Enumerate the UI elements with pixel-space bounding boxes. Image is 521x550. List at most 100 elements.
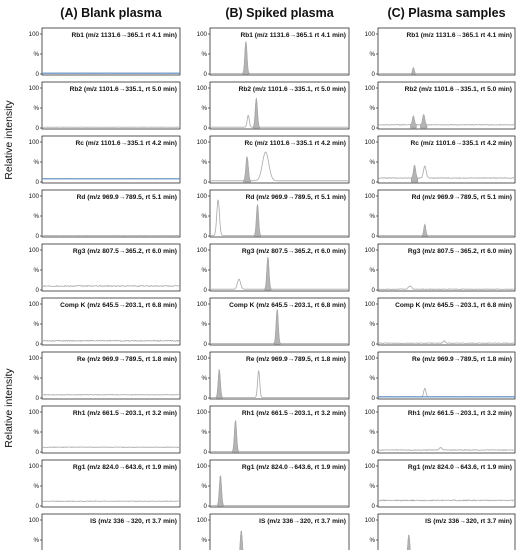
y-tick-100: 100 [365, 85, 376, 92]
trace-line [41, 500, 181, 503]
y-tick-percent: % [201, 267, 207, 274]
trace-line [377, 499, 516, 502]
panel-frame [41, 297, 181, 346]
trace-label: Rd (m/z 969.9→789.5, rt 5.1 min) [412, 194, 512, 201]
panel-frame [377, 405, 516, 454]
trace-label: Rg3 (m/z 807.5→365.2, rt 6.0 min) [242, 248, 346, 255]
panel-frame [209, 135, 350, 184]
panel-frame [377, 81, 516, 130]
y-tick-percent: % [201, 483, 207, 490]
panel-rb2-col0: 100% 0 Rb2 (m/z 1101.6→335.1, rt 5.0 min) [29, 81, 181, 132]
y-tick-100: 100 [197, 193, 208, 200]
panel-frame [209, 81, 350, 130]
y-tick-percent: % [369, 105, 375, 112]
panel-rc-col0: 100% 0 Rc (m/z 1101.6→335.1 rt 4.2 min) [29, 135, 181, 186]
panel-rg3-col1: 100% 0 Rg3 (m/z 807.5→365.2, rt 6.0 min) [197, 243, 350, 294]
y-tick-100: 100 [29, 31, 40, 38]
trace-label: IS (m/z 336→320, rt 3.7 min) [259, 518, 346, 525]
y-tick-percent: % [201, 321, 207, 328]
y-tick-0: 0 [204, 71, 208, 78]
trace-line [210, 420, 349, 452]
panel-rd-col1: 100% 0 Rd (m/z 969.9→789.5, rt 5.1 min) [197, 189, 350, 240]
y-tick-percent: % [33, 267, 39, 274]
panel-frame [41, 459, 181, 508]
y-tick-100: 100 [29, 517, 40, 524]
y-tick-100: 100 [197, 355, 208, 362]
column-title-1: (B) Spiked plasma [225, 6, 334, 20]
y-tick-percent: % [33, 429, 39, 436]
trace-line [377, 164, 516, 179]
panel-frame [41, 513, 181, 550]
y-axis-label-bottom: Relative intensity [3, 368, 15, 448]
y-tick-percent: % [33, 321, 39, 328]
trace-label: Rh1 (m/z 661.5→203.1, rt 3.2 min) [408, 410, 512, 417]
panel-frame [377, 189, 516, 238]
trace-label: Comp K (m/z 645.5→203.1, rt 6.8 min) [229, 302, 346, 309]
y-tick-100: 100 [29, 85, 40, 92]
panel-frame [377, 351, 516, 400]
panel-frame [209, 27, 350, 76]
panel-comp-k-col0: 100% 0 Comp K (m/z 645.5→203.1, rt 6.8 min… [29, 297, 181, 348]
y-tick-100: 100 [197, 247, 208, 254]
y-tick-100: 100 [29, 139, 40, 146]
panel-frame [209, 513, 350, 550]
y-tick-0: 0 [204, 395, 208, 402]
panel-rc-col1: 100% 0 Rc (m/z 1101.6→335.1 rt 4.2 min) [197, 135, 350, 186]
y-tick-0: 0 [36, 71, 40, 78]
y-tick-100: 100 [29, 463, 40, 470]
panel-is-col1: 100%0IS (m/z 336→320, rt 3.7 min) [197, 513, 350, 550]
panel-rh1-col2: 100% 0 Rh1 (m/z 661.5→203.1, rt 3.2 min) [365, 405, 516, 456]
trace-label: Re (m/z 969.9→789.5, rt 1.8 min) [77, 356, 177, 363]
panel-rg3-col2: 100% 0 Rg3 (m/z 807.5→365.2, rt 6.0 min) [365, 243, 516, 294]
panel-rb2-col2: 100% 0 Rb2 (m/z 1101.6→335.1, rt 5.0 min) [365, 81, 516, 132]
column-title-0: (A) Blank plasma [60, 6, 162, 20]
panel-rc-col2: 100% 0 Rc (m/z 1101.6→335.1 rt 4.2 min) [365, 135, 516, 186]
y-tick-0: 0 [372, 341, 376, 348]
panel-frame [209, 405, 350, 454]
y-tick-percent: % [201, 375, 207, 382]
y-tick-100: 100 [365, 31, 376, 38]
y-tick-0: 0 [372, 287, 376, 294]
trace-line [377, 285, 516, 291]
y-tick-percent: % [369, 375, 375, 382]
panel-frame [209, 351, 350, 400]
panel-frame [41, 405, 181, 454]
trace-label: Rg3 (m/z 807.5→365.2, rt 6.0 min) [408, 248, 512, 255]
trace-label: IS (m/z 336→320, rt 3.7 min) [90, 518, 177, 525]
trace-label: Rd (m/z 969.9→789.5, rt 5.1 min) [77, 194, 177, 201]
panel-rh1-col1: 100% 0 Rh1 (m/z 661.5→203.1, rt 3.2 min) [197, 405, 350, 456]
y-tick-percent: % [201, 429, 207, 436]
y-tick-percent: % [369, 51, 375, 58]
y-tick-0: 0 [36, 233, 40, 240]
panel-frame [41, 135, 181, 184]
y-tick-0: 0 [36, 125, 40, 132]
y-tick-percent: % [369, 429, 375, 436]
trace-line [41, 339, 181, 342]
y-tick-0: 0 [36, 503, 40, 510]
y-tick-100: 100 [365, 517, 376, 524]
y-tick-percent: % [201, 51, 207, 58]
trace-line [210, 199, 349, 236]
y-tick-percent: % [33, 483, 39, 490]
panel-frame [377, 297, 516, 346]
trace-label: Rb1 (m/z 1131.6→365.1 rt 4.1 min) [240, 32, 346, 39]
y-axis-label-top: Relative intensity [3, 100, 15, 180]
y-tick-percent: % [369, 213, 375, 220]
y-tick-100: 100 [197, 85, 208, 92]
y-tick-100: 100 [365, 301, 376, 308]
panel-frame [377, 243, 516, 292]
panel-re-col1: 100% 0 Re (m/z 969.9→789.5, rt 1.8 min) [197, 351, 350, 402]
y-tick-100: 100 [29, 355, 40, 362]
y-tick-percent: % [33, 159, 39, 166]
y-tick-percent: % [33, 51, 39, 58]
trace-label: Rc (m/z 1101.6→335.1 rt 4.2 min) [75, 140, 177, 147]
trace-line [378, 223, 515, 236]
y-tick-percent: % [369, 537, 375, 544]
trace-label: Rg3 (m/z 807.5→365.2, rt 6.0 min) [73, 248, 177, 255]
y-tick-100: 100 [365, 247, 376, 254]
panel-frame [209, 459, 350, 508]
y-tick-100: 100 [365, 139, 376, 146]
y-tick-0: 0 [36, 341, 40, 348]
trace-line [210, 257, 349, 290]
